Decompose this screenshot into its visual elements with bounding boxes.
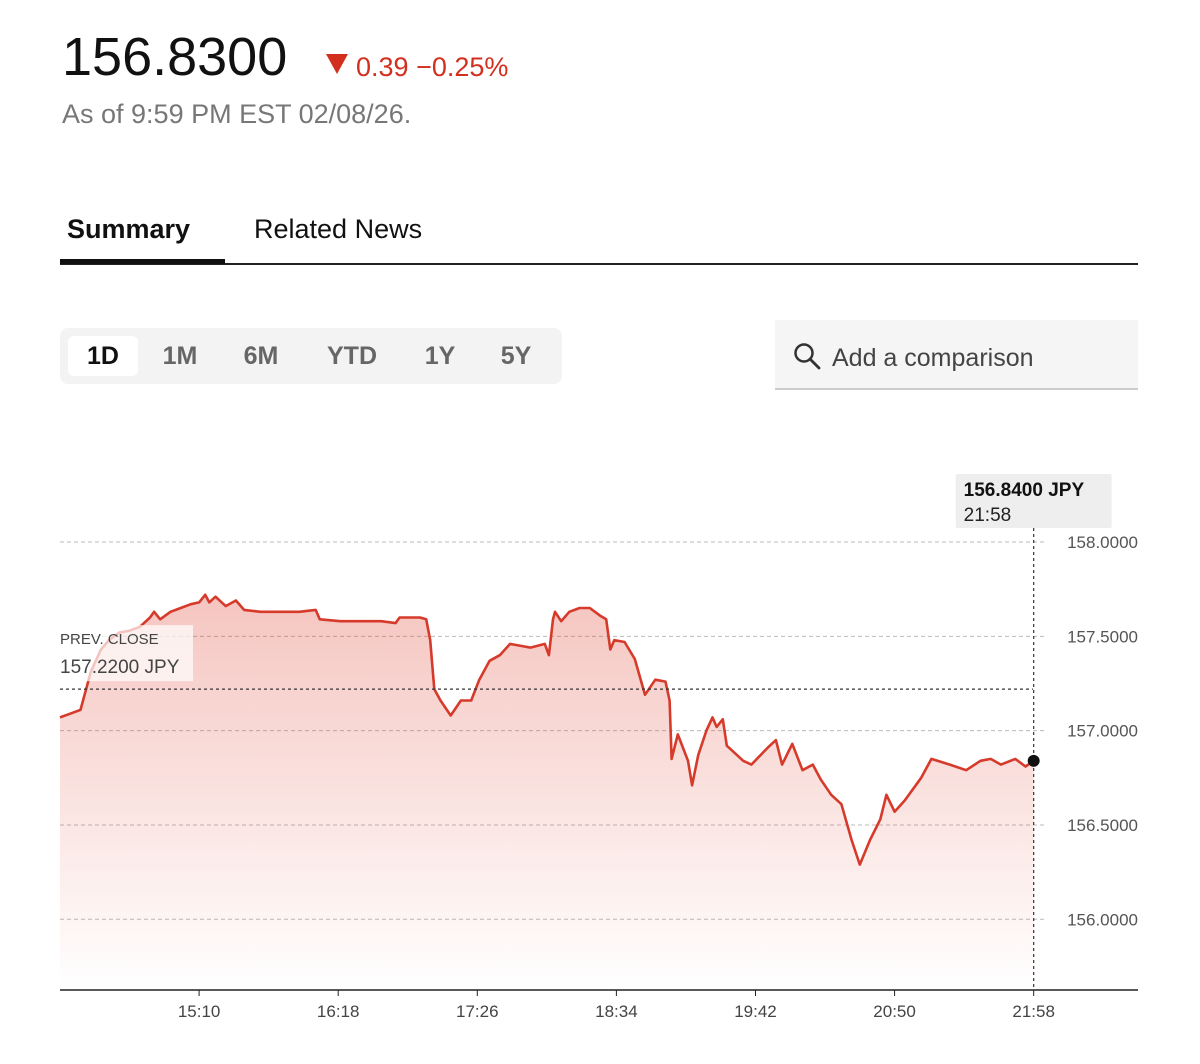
prev-close-label: 157.2200 JPY [60,657,180,678]
search-placeholder: Add a comparison [832,344,1034,372]
tooltip-value: 156.8400 JPY [964,480,1085,501]
tab-divider [60,263,1138,265]
y-tick-label: 157.5000 [1067,627,1138,646]
tab[interactable]: Related News [254,214,423,244]
range-option[interactable]: 1D [68,336,138,376]
y-tick-label: 156.0000 [1067,910,1138,929]
tab-indicator [60,259,225,264]
as-of: As of 9:59 PM EST 02/08/26. [62,99,412,129]
range-option[interactable]: 5Y [500,342,532,370]
x-tick-label: 21:58 [1012,1002,1055,1021]
range-option[interactable]: 1Y [424,342,456,370]
change-pct: −0.25% [416,52,509,82]
prev-close-title: PREV. CLOSE [60,631,159,648]
range-option[interactable]: 6M [243,342,279,370]
comparison-search[interactable]: Add a comparison [775,320,1138,390]
prev-close-bg [60,625,193,682]
last-point [1027,754,1040,767]
x-tick-label: 16:18 [317,1002,360,1021]
y-tick-label: 157.0000 [1067,722,1138,741]
down-arrow [326,54,348,74]
x-tick-label: 19:42 [734,1002,777,1021]
change: 0.39 −0.25% [356,52,508,83]
y-tick-label: 158.0000 [1067,533,1138,552]
search-icon [794,343,821,370]
range-option[interactable]: 1M [162,342,198,370]
x-tick-label: 18:34 [595,1002,638,1021]
price: 156.8300 [62,27,288,87]
change-value: 0.39 [356,52,409,82]
area [60,594,1034,990]
tab[interactable]: Summary [67,214,191,244]
y-tick-label: 156.5000 [1067,816,1138,835]
x-tick-label: 17:26 [456,1002,499,1021]
x-tick-label: 15:10 [178,1002,221,1021]
tooltip-time: 21:58 [964,505,1012,526]
tooltip-bg [955,474,1112,528]
x-tick-label: 20:50 [873,1002,916,1021]
range-option[interactable]: YTD [327,342,377,370]
price-line [59,593,1035,866]
range-selector: 1D 1M 6M YTD 1Y 5Y [60,328,562,384]
